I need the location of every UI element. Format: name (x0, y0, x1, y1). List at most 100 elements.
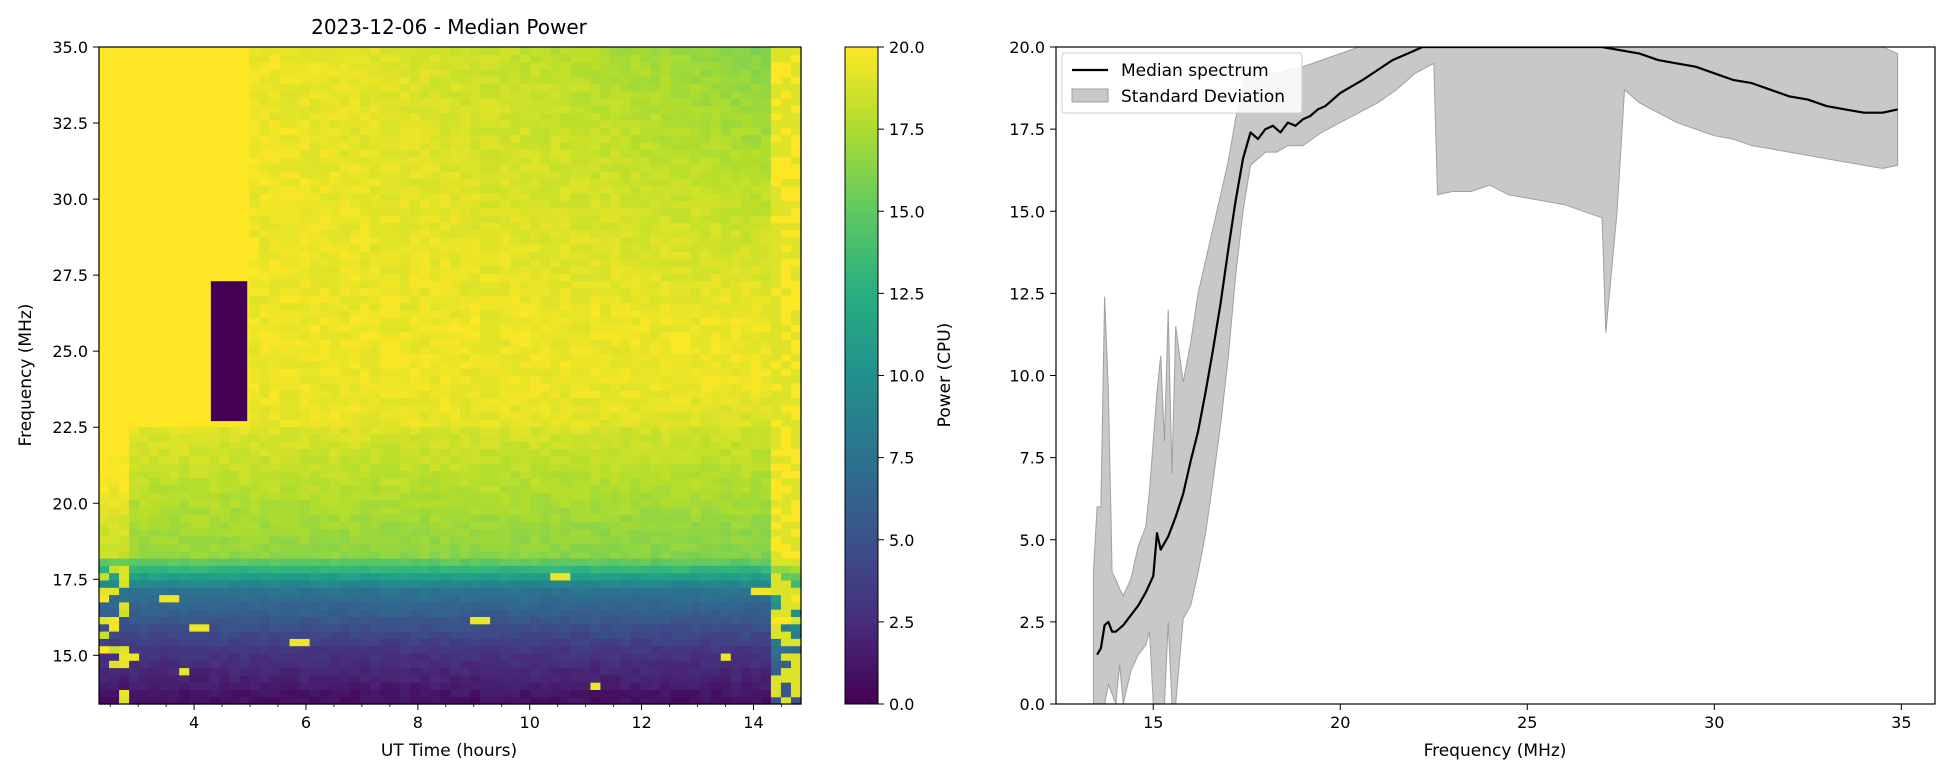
heatmap-cell (470, 280, 481, 289)
heatmap-cell (570, 638, 581, 647)
heatmap-cell (259, 536, 271, 544)
heatmap-cell (480, 302, 491, 311)
heatmap-cell (660, 579, 672, 588)
heatmap-cell (480, 492, 491, 501)
heatmap-cell (700, 200, 712, 209)
heatmap-cell (660, 674, 672, 683)
heatmap-cell (590, 236, 602, 245)
heatmap-cell (670, 433, 682, 442)
heatmap-cell (760, 280, 772, 289)
heatmap-cell (590, 426, 602, 435)
heatmap-cell (700, 185, 712, 194)
heatmap-cell (179, 331, 190, 340)
heatmap-cell (740, 229, 752, 238)
heatmap-cell (129, 375, 140, 384)
heatmap-cell (600, 419, 612, 428)
heatmap-cell (149, 645, 160, 654)
heatmap-cell (309, 565, 321, 574)
heatmap-cell (439, 682, 451, 690)
heatmap-cell (169, 266, 180, 274)
heatmap-cell (570, 207, 581, 216)
heatmap-cell (720, 302, 732, 311)
heatmap-cell (520, 331, 531, 340)
heatmap-cell (610, 317, 622, 325)
heatmap-cell (299, 200, 311, 209)
heatmap-cell (510, 214, 521, 223)
heatmap-cell (640, 660, 652, 669)
heatmap-cell (510, 360, 521, 369)
heatmap-cell (139, 317, 150, 325)
heatmap-cell (119, 463, 130, 471)
heatmap-cell (480, 558, 491, 566)
heatmap-cell (540, 331, 551, 340)
heatmap-cell (660, 448, 672, 457)
heatmap-cell (119, 251, 130, 260)
heatmap-cell (680, 360, 692, 369)
heatmap-cell (329, 652, 341, 661)
heatmap-cell (279, 368, 291, 377)
heatmap-cell (720, 419, 732, 428)
heatmap-cell (560, 426, 571, 435)
heatmap-cell (149, 346, 160, 355)
heatmap-cell (279, 339, 291, 347)
heatmap-cell (460, 331, 471, 340)
heatmap-cell (790, 514, 802, 523)
heatmap-cell (189, 601, 200, 610)
heatmap-cell (429, 317, 441, 325)
heatmap-cell (289, 579, 301, 588)
heatmap-cell (399, 652, 411, 661)
heatmap-cell (680, 236, 692, 245)
heatmap-cell (309, 419, 321, 428)
heatmap-cell (429, 485, 441, 493)
heatmap-cell (389, 521, 401, 530)
heatmap-cell (710, 674, 722, 683)
heatmap-cell (199, 207, 210, 216)
heatmap-cell (239, 587, 251, 596)
heatmap-cell (349, 565, 361, 574)
heatmap-cell (490, 390, 501, 398)
heatmap-cell (339, 660, 351, 669)
heatmap-cell (199, 280, 210, 289)
heatmap-cell (159, 266, 170, 274)
heatmap-cell (339, 623, 351, 632)
heatmap-cell (560, 528, 571, 537)
heatmap-cell (650, 382, 662, 391)
heatmap-cell (389, 433, 401, 442)
heatmap-cell (369, 433, 381, 442)
heatmap-cell (149, 514, 160, 523)
heatmap-cell (470, 368, 481, 377)
heatmap-cell (139, 645, 150, 654)
heatmap-cell (680, 317, 692, 325)
heatmap-cell (269, 631, 281, 639)
heatmap-cell (530, 339, 541, 347)
heatmap-cell (399, 266, 411, 274)
heatmap-cell (269, 360, 281, 369)
heatmap-cell (700, 317, 712, 325)
heatmap-cell (269, 463, 281, 471)
heatmap-cell (790, 266, 802, 274)
heatmap-cell (429, 616, 441, 625)
heatmap-cell (650, 433, 662, 442)
heatmap-cell (119, 178, 130, 187)
heatmap-cell (249, 601, 261, 610)
heatmap-cell (790, 448, 802, 457)
heatmap-cell (289, 492, 301, 501)
heatmap-cell (129, 339, 140, 347)
heatmap-cell (600, 200, 612, 209)
heatmap-cell (490, 536, 501, 544)
heatmap-cell (359, 609, 371, 617)
heatmap-cell (750, 404, 762, 413)
heatmap-cell (439, 280, 451, 289)
heatmap-cell (119, 696, 130, 705)
heatmap-cell (349, 317, 361, 325)
heatmap-cell (159, 214, 170, 223)
heatmap-cell (189, 229, 200, 238)
heatmap-cell (139, 426, 150, 435)
heatmap-cell (299, 463, 311, 471)
heatmap-cell (209, 258, 220, 267)
heatmap-cell (590, 360, 602, 369)
heatmap-cell (580, 536, 591, 544)
heatmap-cell (770, 273, 782, 282)
heatmap-cell (720, 207, 732, 216)
heatmap-cell (590, 477, 602, 486)
